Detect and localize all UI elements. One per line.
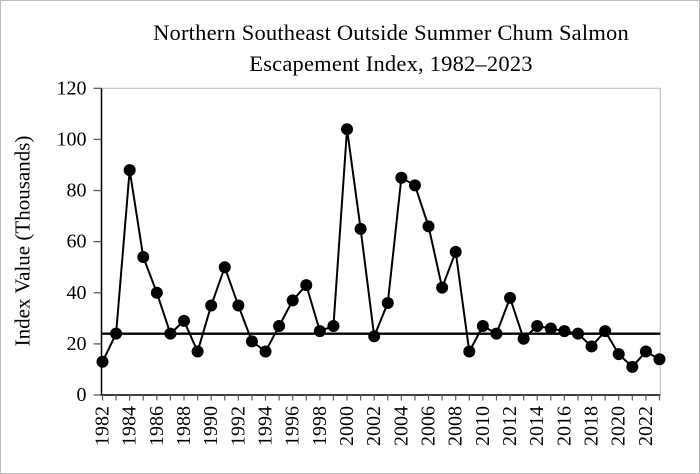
chart-title-line2: Escapement Index, 1982–2023 (249, 51, 533, 76)
data-point (571, 327, 584, 340)
x-tick-label: 2022 (635, 406, 657, 446)
data-point (639, 345, 652, 358)
x-tick-label: 1986 (146, 406, 168, 446)
data-point (354, 222, 367, 235)
x-tick-label: 2012 (499, 406, 521, 446)
data-point (245, 335, 258, 348)
data-point (96, 355, 109, 368)
data-point (544, 322, 557, 335)
x-tick-label: 1982 (92, 406, 114, 446)
x-tick-label: 2016 (553, 406, 575, 446)
y-tick-label: 40 (67, 282, 87, 304)
x-tick-label: 2014 (526, 406, 548, 446)
x-tick-label: 1996 (282, 406, 304, 446)
y-tick-label: 20 (67, 333, 87, 355)
y-tick-label: 0 (77, 384, 87, 406)
data-point (313, 325, 326, 338)
data-point (368, 330, 381, 343)
data-point (218, 261, 231, 274)
data-point (558, 325, 571, 338)
x-tick-label: 1994 (255, 406, 277, 446)
x-tick-label: 2018 (581, 406, 603, 446)
data-point (205, 299, 218, 312)
data-point (327, 319, 340, 332)
x-tick-label: 2020 (608, 406, 630, 446)
data-point (273, 319, 286, 332)
data-point (463, 345, 476, 358)
data-point (612, 348, 625, 361)
y-tick-label: 80 (67, 180, 87, 202)
data-point (232, 299, 245, 312)
data-point (137, 250, 150, 263)
data-point (476, 319, 489, 332)
y-tick-label: 100 (57, 128, 87, 150)
x-tick-label: 1998 (309, 406, 331, 446)
x-tick-label: 1990 (200, 406, 222, 446)
data-point (408, 179, 421, 192)
data-point (191, 345, 204, 358)
data-point (504, 291, 517, 304)
data-point (585, 340, 598, 353)
data-point (626, 360, 639, 373)
chart-title: Northern Southeast Outside Summer Chum S… (81, 17, 699, 79)
x-tick-label: 1992 (227, 406, 249, 446)
x-tick-label: 1988 (173, 406, 195, 446)
data-point (436, 281, 449, 294)
data-point (150, 286, 163, 299)
data-point (300, 279, 313, 292)
y-tick-label: 60 (67, 231, 87, 253)
data-point (653, 353, 666, 366)
x-tick-label: 2000 (336, 406, 358, 446)
data-point (259, 345, 272, 358)
x-tick-label: 2004 (390, 406, 412, 446)
data-point (517, 332, 530, 345)
data-point (341, 123, 354, 136)
x-tick-label: 2010 (472, 406, 494, 446)
data-point (449, 245, 462, 258)
data-point (164, 327, 177, 340)
x-tick-label: 2006 (418, 406, 440, 446)
data-point (110, 327, 123, 340)
y-tick-label: 120 (57, 77, 87, 99)
data-point (123, 164, 136, 177)
data-point (286, 294, 299, 307)
x-tick-label: 2002 (363, 406, 385, 446)
data-point (381, 296, 394, 309)
data-point (395, 171, 408, 184)
data-point (599, 325, 612, 338)
data-point (178, 314, 191, 327)
x-tick-label: 1984 (119, 406, 141, 446)
data-point (490, 327, 503, 340)
data-point (531, 319, 544, 332)
x-tick-label: 2008 (445, 406, 467, 446)
data-point (422, 220, 435, 233)
chart-title-line1: Northern Southeast Outside Summer Chum S… (153, 20, 629, 45)
